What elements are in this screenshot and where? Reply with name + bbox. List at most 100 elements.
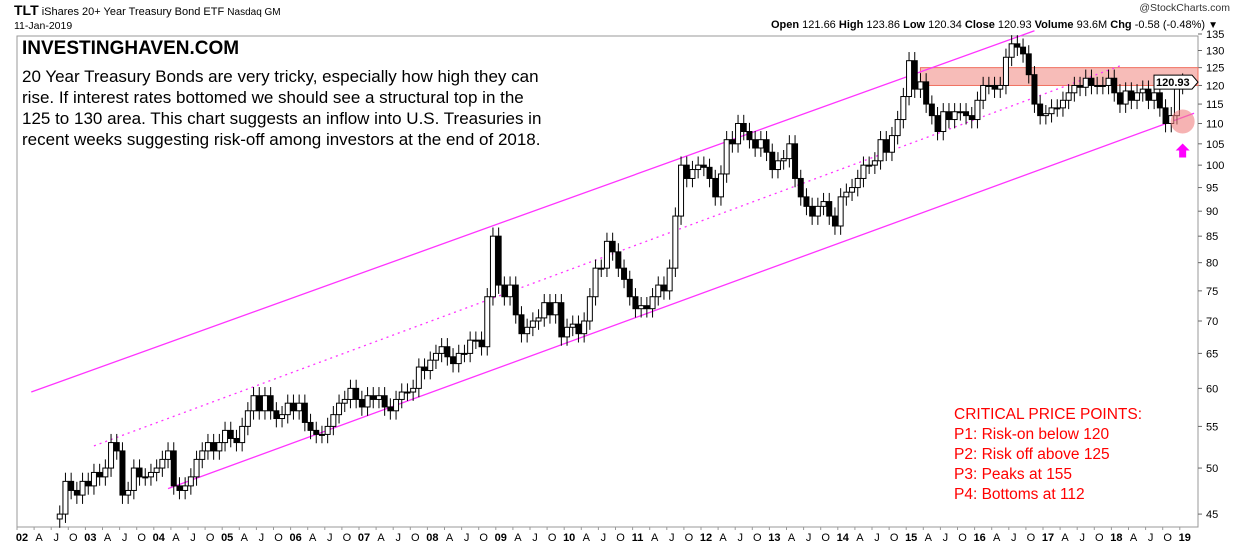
y-tick-label: 45 <box>1206 509 1218 521</box>
candle-body <box>1031 74 1038 105</box>
x-tick-label: A <box>1061 532 1069 544</box>
candle-body <box>507 284 514 298</box>
candle-body <box>678 164 685 217</box>
candle-body <box>1014 43 1021 48</box>
candle-body <box>239 425 246 444</box>
candle-body <box>991 84 998 90</box>
candle-body <box>216 442 223 452</box>
candle-body <box>700 164 707 168</box>
x-tick-label: A <box>788 532 796 544</box>
candle-body <box>261 395 268 412</box>
candle-body <box>1088 77 1095 86</box>
candle-body <box>769 151 776 171</box>
x-tick-label: 02 <box>16 532 28 544</box>
candle-body <box>803 196 810 207</box>
critical-point: P4: Bottoms at 112 <box>954 486 1085 503</box>
last-price-label: 120.93 <box>1156 77 1190 89</box>
x-tick-label: O <box>1095 532 1104 544</box>
annotation-text: 20 Year Treasury Bonds are very tricky, … <box>22 67 542 149</box>
candle-body <box>1145 88 1152 101</box>
x-tick-label: J <box>327 532 333 544</box>
candle-body <box>1134 92 1141 101</box>
x-tick-label: A <box>856 532 864 544</box>
candle-body <box>108 442 115 469</box>
candle-body <box>284 402 291 416</box>
candle-body <box>484 296 491 348</box>
x-tick-label: J <box>1148 532 1154 544</box>
candle-body <box>546 302 553 316</box>
x-tick-label: 08 <box>426 532 438 544</box>
dropdown-arrow-icon[interactable]: ▼ <box>1208 20 1218 31</box>
candle-body <box>649 296 656 310</box>
candle-body <box>364 395 371 408</box>
candle-body <box>1065 92 1072 101</box>
candle-body <box>541 302 548 319</box>
x-tick-label: A <box>583 532 591 544</box>
x-tick-label: 04 <box>153 532 166 544</box>
candle-body <box>529 320 536 328</box>
candle-body <box>136 467 143 478</box>
candle-body <box>866 164 873 167</box>
chg-value: -0.58 (-0.48%) <box>1134 19 1206 31</box>
candle-body <box>1077 84 1084 88</box>
candle-body <box>1048 107 1055 115</box>
candle-body <box>290 402 297 412</box>
x-tick-label: J <box>395 532 401 544</box>
candle-body <box>752 139 759 149</box>
candle-body <box>792 143 799 179</box>
candle-body <box>421 366 428 372</box>
x-tick-label: O <box>274 532 283 544</box>
candle-body <box>438 346 445 354</box>
candle-body <box>609 240 616 253</box>
candle-body <box>415 366 422 389</box>
candle-body <box>558 302 565 338</box>
candle-body <box>535 317 542 322</box>
y-tick-label: 115 <box>1206 99 1224 111</box>
x-tick-label: J <box>669 532 675 544</box>
candle-body <box>341 398 348 404</box>
candle-body <box>621 267 628 280</box>
x-tick-label: A <box>1130 532 1138 544</box>
x-tick-label: 14 <box>837 532 850 544</box>
candle-body <box>586 296 593 322</box>
x-tick-label: O <box>958 532 967 544</box>
candle-body <box>495 235 502 286</box>
candle-body <box>73 489 80 496</box>
candle-body <box>130 467 137 491</box>
candle-body <box>1105 77 1112 86</box>
x-tick-label: 19 <box>1179 532 1191 544</box>
x-tick-label: J <box>122 532 128 544</box>
candle-body <box>666 267 673 292</box>
candle-body <box>313 429 320 435</box>
candle-body <box>1094 84 1101 87</box>
candle-body <box>227 429 234 439</box>
candle-body <box>809 205 816 217</box>
candle-body <box>763 139 770 153</box>
y-tick-label: 60 <box>1206 383 1218 395</box>
candle-body <box>393 398 400 412</box>
candle-body <box>843 191 850 198</box>
candle-body <box>1139 88 1146 94</box>
candle-body <box>398 391 405 400</box>
candle-body <box>375 395 382 400</box>
x-tick-label: A <box>104 532 112 544</box>
low-label: Low <box>903 19 926 31</box>
y-tick-label: 100 <box>1206 160 1224 172</box>
candle-body <box>598 267 605 270</box>
x-tick-label: J <box>874 532 880 544</box>
x-tick-label: J <box>601 532 607 544</box>
x-tick-label: O <box>69 532 78 544</box>
y-tick-label: 55 <box>1206 421 1218 433</box>
candle-body <box>387 406 394 412</box>
candle-body <box>951 111 958 121</box>
candle-body <box>427 359 434 372</box>
x-tick-label: A <box>993 532 1001 544</box>
candle-body <box>62 480 69 515</box>
brand-title: INVESTINGHAVEN.COM <box>22 38 240 59</box>
candle-body <box>917 81 924 90</box>
x-tick-label: J <box>259 532 265 544</box>
x-tick-label: A <box>172 532 180 544</box>
x-tick-label: 09 <box>495 532 507 544</box>
x-tick-label: 12 <box>700 532 712 544</box>
